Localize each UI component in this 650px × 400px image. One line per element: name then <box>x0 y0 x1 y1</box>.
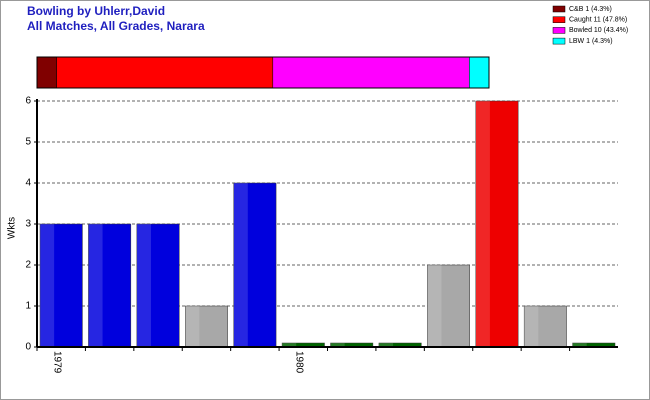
bar-shade <box>427 265 442 347</box>
bar <box>427 264 471 348</box>
stack-segment <box>469 56 490 89</box>
bar-shade <box>282 343 297 347</box>
legend-swatch <box>552 37 566 45</box>
y-axis-label: Wkts <box>7 217 18 239</box>
chart-title: Bowling by Uhlerr,David <box>27 4 165 18</box>
stack-border <box>36 56 490 89</box>
legend-swatch <box>552 5 566 13</box>
y-tick-label: 0 <box>25 342 31 353</box>
bar <box>523 305 567 348</box>
legend-label: C&B 1 (4.3%) <box>569 6 612 13</box>
bar-shade <box>185 306 200 347</box>
chart-subtitle: All Matches, All Grades, Narara <box>27 19 205 33</box>
bar <box>39 223 83 348</box>
y-tick-label: 3 <box>25 219 31 230</box>
bar-shade <box>330 343 345 347</box>
bar <box>233 182 277 348</box>
bar <box>475 100 519 348</box>
bar-shade <box>233 183 248 347</box>
bar-shade <box>40 224 55 347</box>
stack-segment <box>272 56 470 89</box>
y-tick-label: 1 <box>25 301 31 312</box>
y-tick-label: 5 <box>25 137 31 148</box>
bar-shade <box>378 343 394 347</box>
bar-shade <box>88 224 103 347</box>
bar-shade <box>475 101 490 347</box>
bar-shade <box>136 224 151 347</box>
bar-shade <box>524 306 539 347</box>
x-tick-label: 1980 <box>294 351 305 374</box>
legend-label: LBW 1 (4.3%) <box>569 38 613 45</box>
stack-segment <box>56 56 274 89</box>
y-tick-label: 4 <box>25 178 31 189</box>
bar <box>185 305 228 348</box>
legend-swatch <box>552 16 566 23</box>
legend-swatch <box>552 27 566 34</box>
x-tick-label: 1979 <box>52 351 63 374</box>
bar <box>88 223 132 348</box>
bar-shade <box>572 343 587 347</box>
stack-segment <box>36 56 57 89</box>
legend-label: Bowled 10 (43.4%) <box>569 27 628 34</box>
legend-label: Caught 11 (47.8%) <box>569 17 627 24</box>
y-tick-label: 6 <box>25 96 31 107</box>
y-tick-label: 2 <box>25 260 31 271</box>
